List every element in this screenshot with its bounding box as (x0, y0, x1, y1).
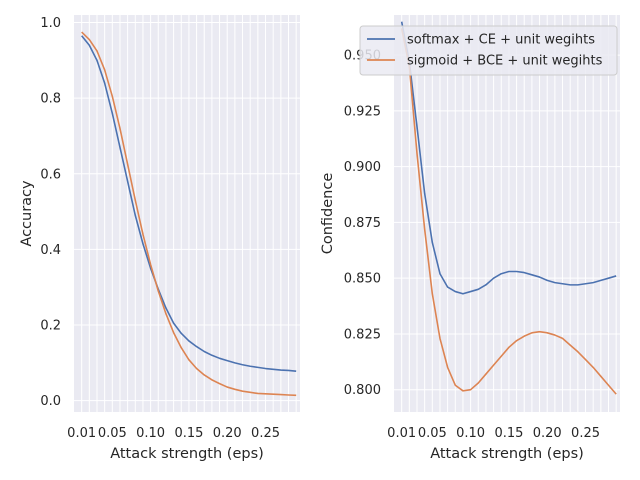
x-tick-label: 0.10 (456, 426, 485, 441)
x-tick-label: 0.25 (251, 426, 280, 441)
y-tick-label: 0.2 (40, 319, 61, 334)
x-tick-label: 0.25 (571, 426, 600, 441)
x-tick-label: 0.01 (67, 426, 96, 441)
series-line-0 (81, 35, 297, 372)
x-tick-label: 0.10 (136, 426, 165, 441)
x-tick-label: 0.15 (174, 426, 203, 441)
y-tick-label: 0.875 (344, 216, 381, 231)
x-tick-label: 0.05 (98, 426, 127, 441)
x-tick-label: 0.15 (494, 426, 523, 441)
legend-box (359, 25, 618, 76)
y-tick-label: 0.900 (344, 160, 381, 175)
y-axis-label: Confidence (320, 173, 336, 255)
y-tick-label: 0.8 (40, 92, 61, 107)
accuracy-chart: 0.01 0.05 0.10 0.15 0.20 0.25 0.0 0.2 0.4 0.6 0.8 1… (19, 15, 300, 462)
y-tick-label: 0.925 (344, 104, 381, 119)
x-tick-label: 0.20 (533, 426, 562, 441)
y-tick-label: 0.0 (40, 394, 61, 409)
y-tick-label: 0.825 (344, 327, 381, 342)
plot-background (74, 15, 300, 412)
legend-label-1: sigmoid + BCE + unit wegihts (407, 54, 603, 69)
y-tick-label: 0.850 (344, 272, 381, 287)
y-tick-label: 0.4 (40, 243, 61, 258)
x-tick-label: 0.01 (387, 426, 416, 441)
x-tick-label: 0.05 (418, 426, 447, 441)
y-tick-label: 0.800 (344, 383, 381, 398)
y-tick-label: 1.0 (40, 16, 61, 31)
legend: softmax + CE + unit wegihts sigmoid + BCE… (359, 25, 618, 76)
plot-background (394, 15, 620, 412)
x-axis-label: Attack strength (eps) (110, 446, 264, 462)
series-line-1 (81, 31, 297, 397)
x-axis-label: Attack strength (eps) (430, 446, 584, 462)
series-line-1 (400, 28, 617, 395)
confidence-chart: 0.01 0.05 0.10 0.15 0.20 0.25 0.800 0.825 0.850 0… (320, 15, 620, 462)
legend-label-0: softmax + CE + unit wegihts (407, 33, 595, 48)
y-tick-label: 0.6 (40, 167, 61, 182)
y-axis-label: Accuracy (19, 180, 35, 247)
x-tick-label: 0.20 (213, 426, 242, 441)
series-line-0 (400, 21, 617, 295)
